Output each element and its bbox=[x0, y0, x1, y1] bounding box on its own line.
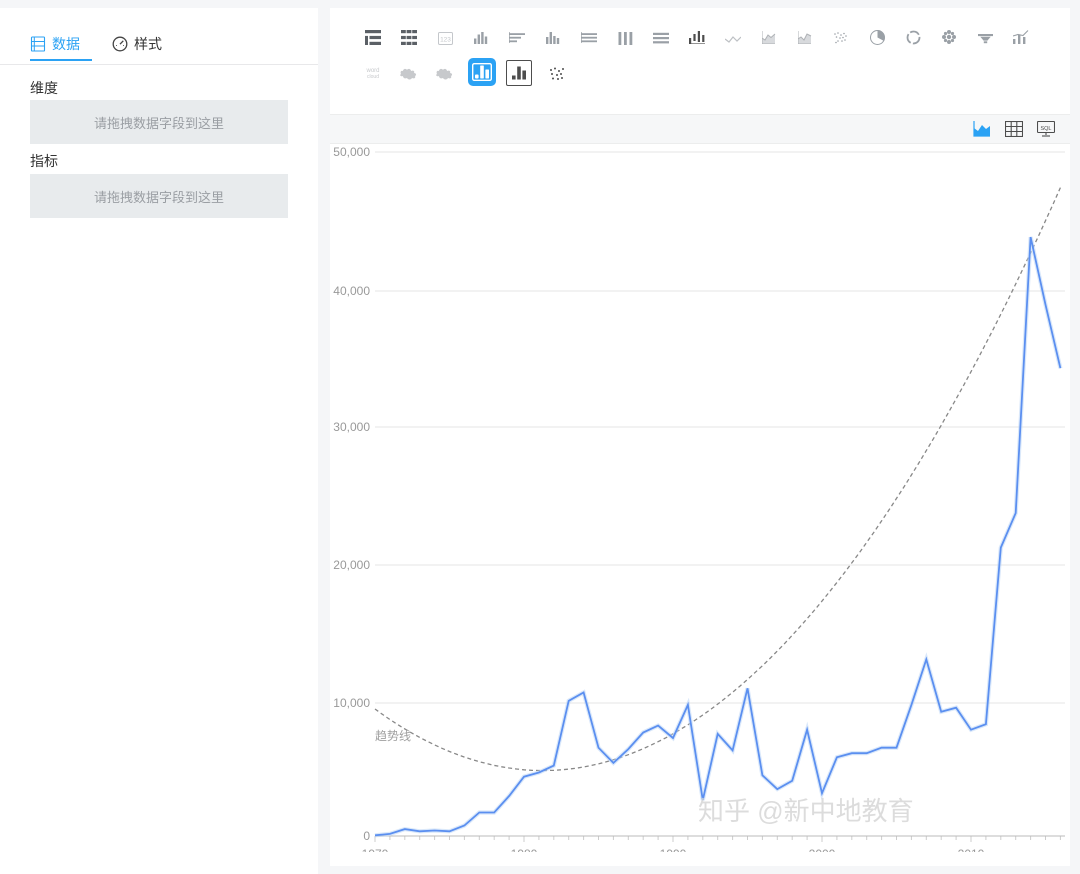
svg-text:知乎 @新中地教育: 知乎 @新中地教育 bbox=[698, 796, 914, 826]
svg-text:0: 0 bbox=[363, 829, 370, 843]
svg-text:30,000: 30,000 bbox=[333, 420, 370, 434]
svg-text:1990: 1990 bbox=[660, 847, 687, 852]
svg-text:cloud: cloud bbox=[367, 74, 379, 80]
svg-text:2010: 2010 bbox=[958, 847, 985, 852]
svg-text:50,000: 50,000 bbox=[333, 145, 370, 159]
svg-text:1980: 1980 bbox=[511, 847, 538, 852]
svg-text:趋势线: 趋势线 bbox=[375, 729, 411, 743]
svg-text:20,000: 20,000 bbox=[333, 558, 370, 572]
svg-text:2000: 2000 bbox=[809, 847, 836, 852]
svg-text:10,000: 10,000 bbox=[333, 696, 370, 710]
svg-text:1970: 1970 bbox=[362, 847, 389, 852]
svg-text:40,000: 40,000 bbox=[333, 284, 370, 298]
svg-text:123: 123 bbox=[440, 36, 451, 43]
svg-text:SQL: SQL bbox=[1040, 126, 1051, 132]
